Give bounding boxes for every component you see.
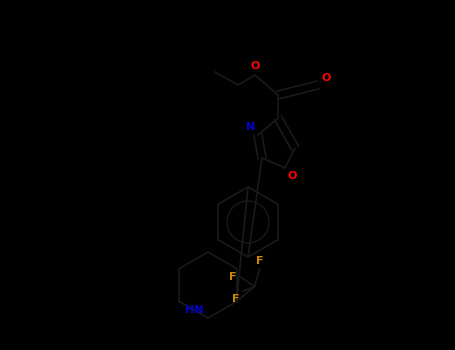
Text: F: F <box>229 272 237 281</box>
Text: O: O <box>288 171 298 181</box>
Text: F: F <box>232 294 240 303</box>
Text: O: O <box>321 73 330 83</box>
Text: F: F <box>256 256 263 266</box>
Text: N: N <box>246 122 255 132</box>
Text: HN: HN <box>184 305 203 315</box>
Text: O: O <box>250 61 260 71</box>
